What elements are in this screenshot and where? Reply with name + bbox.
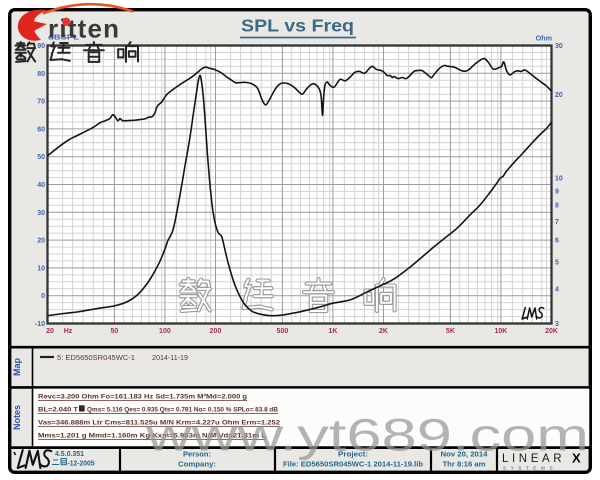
svg-text:20K: 20K xyxy=(545,328,558,335)
svg-text:4: 4 xyxy=(555,286,559,293)
svg-text:30: 30 xyxy=(37,210,45,217)
svg-text:5: 5 xyxy=(555,259,559,266)
svg-text:7: 7 xyxy=(555,219,559,226)
svg-text:50: 50 xyxy=(111,328,119,335)
svg-text:100: 100 xyxy=(159,328,171,335)
svg-text:Notes: Notes xyxy=(12,405,22,430)
svg-text:Hz: Hz xyxy=(64,328,73,335)
svg-text:10K: 10K xyxy=(494,328,507,335)
svg-text:Vas=346.888m Ltr Cms=811.525u: Vas=346.888m Ltr Cms=811.525u M/N Krm=4.… xyxy=(38,420,280,427)
svg-text:Revc=3.200 Ohm Fo=161.183 Hz: Revc=3.200 Ohm Fo=161.183 Hz Sd=1.735m M… xyxy=(38,394,247,401)
svg-text:200: 200 xyxy=(210,328,222,335)
svg-text:500: 500 xyxy=(277,328,289,335)
svg-text:50: 50 xyxy=(37,154,45,161)
svg-text:5: ED5650SR045WC-1: 5: ED5650SR045WC-1 xyxy=(57,355,135,362)
svg-text:2K: 2K xyxy=(379,328,388,335)
svg-text:Ohm: Ohm xyxy=(536,34,552,43)
svg-text:80: 80 xyxy=(37,71,45,78)
svg-text:File: ED5650SR045WC-1 2014-1: File: ED5650SR045WC-1 2014-11-19.lib xyxy=(283,462,423,469)
svg-text:9: 9 xyxy=(555,189,559,196)
svg-text:ritten: ritten xyxy=(48,14,120,44)
svg-text:0: 0 xyxy=(41,293,45,300)
svg-text:5K: 5K xyxy=(446,328,455,335)
svg-text:Company:: Company: xyxy=(178,462,216,469)
svg-text:Map: Map xyxy=(12,357,22,376)
svg-text:dBSPL: dBSPL xyxy=(48,33,80,42)
svg-text:10: 10 xyxy=(37,265,45,272)
svg-text:20: 20 xyxy=(37,238,45,245)
svg-text:SYSTEMS: SYSTEMS xyxy=(503,466,557,471)
svg-text:X: X xyxy=(572,451,581,466)
svg-text:6: 6 xyxy=(555,237,559,244)
svg-text:2014-11-19: 2014-11-19 xyxy=(152,355,188,362)
svg-text:Mms=1.201 g Mmd=1.160m Kg Kx: Mms=1.201 g Mmd=1.160m Kg Kxm=5.953m N/M… xyxy=(38,433,266,440)
svg-text:Qms= 5.116 Qes= 0.935 Qts= 0: Qms= 5.116 Qes= 0.935 Qts= 0.791 No= 0.1… xyxy=(87,407,278,414)
svg-text:Project:: Project: xyxy=(338,452,368,459)
svg-text:3: 3 xyxy=(555,321,559,328)
svg-text:LINEAR: LINEAR xyxy=(502,453,565,465)
svg-text:1K: 1K xyxy=(328,328,337,335)
svg-text:30: 30 xyxy=(555,43,563,50)
svg-text:-10: -10 xyxy=(35,321,45,328)
svg-text:-12-2005: -12-2005 xyxy=(68,461,95,468)
svg-text:BL=2.040 T: BL=2.040 T xyxy=(38,407,79,414)
svg-text:Thr 8:16 am: Thr 8:16 am xyxy=(443,462,486,469)
svg-text:90: 90 xyxy=(37,43,45,50)
svg-text:8: 8 xyxy=(555,203,559,210)
svg-text:4.5.0.351: 4.5.0.351 xyxy=(55,451,84,458)
svg-text:20: 20 xyxy=(555,92,563,99)
svg-text:60: 60 xyxy=(37,126,45,133)
svg-text:20: 20 xyxy=(46,328,54,335)
svg-text:40: 40 xyxy=(37,182,45,189)
svg-text:SPL vs Freq: SPL vs Freq xyxy=(241,16,354,36)
svg-text:Person:: Person: xyxy=(183,452,211,459)
svg-text:10: 10 xyxy=(555,176,563,183)
svg-text:Nov 20, 2014: Nov 20, 2014 xyxy=(441,452,488,459)
svg-text:www.yt689.com: www.yt689.com xyxy=(145,410,589,461)
svg-text:70: 70 xyxy=(37,99,45,106)
